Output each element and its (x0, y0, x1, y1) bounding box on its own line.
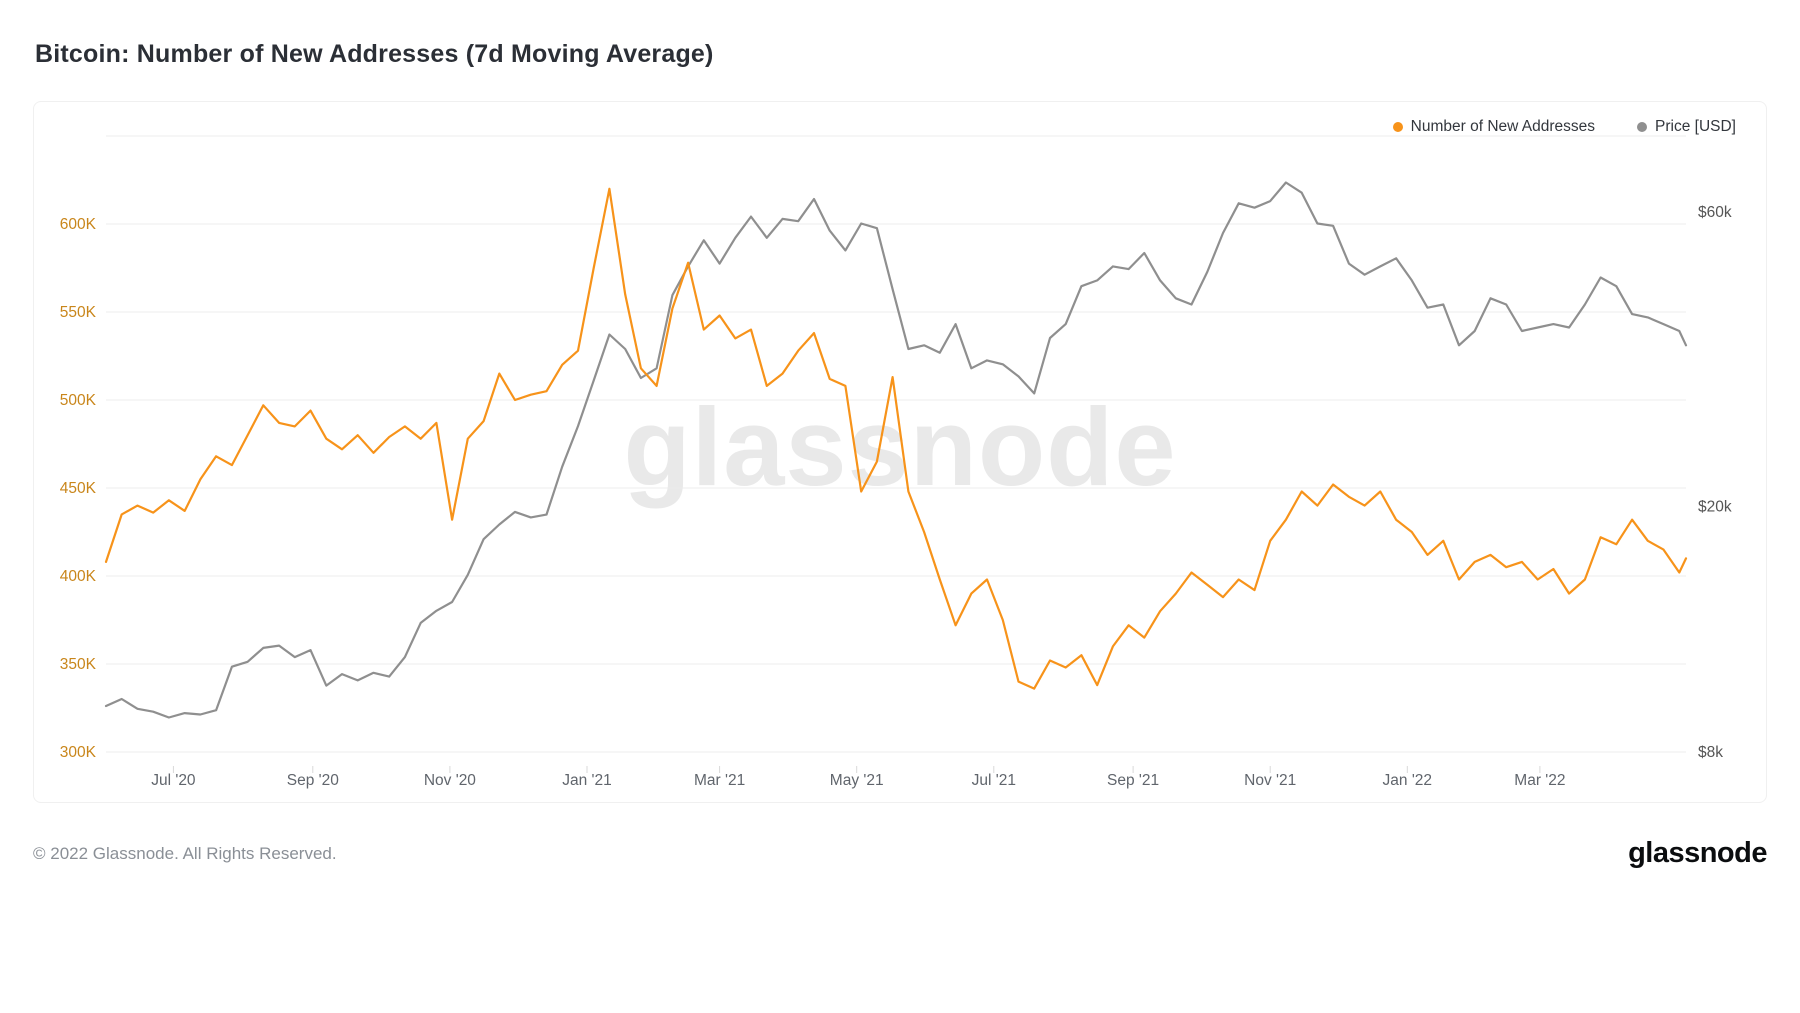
footer: © 2022 Glassnode. All Rights Reserved. g… (33, 837, 1767, 870)
legend-dot-orange-icon (1392, 122, 1403, 132)
left-axis-tick-label: 450K (60, 480, 97, 497)
left-axis-tick-label: 350K (60, 656, 97, 673)
x-axis-tick-label: May '21 (830, 772, 884, 789)
x-axis-tick-label: Sep '21 (1107, 772, 1159, 789)
x-axis-tick-label: Nov '20 (424, 772, 476, 789)
chart-legend: Number of New Addresses Price [USD] (1392, 118, 1736, 136)
chart-panel: Number of New Addresses Price [USD] glas… (33, 101, 1767, 803)
left-axis-tick-label: 500K (60, 392, 97, 409)
x-axis-tick-label: Jan '21 (562, 772, 612, 789)
page-title: Bitcoin: Number of New Addresses (7d Mov… (35, 40, 714, 68)
x-axis-tick-label: Mar '22 (1514, 772, 1565, 789)
legend-label-price: Price [USD] (1655, 118, 1736, 135)
series-line-number-of-new-addresses[interactable] (104, 187, 1688, 690)
left-axis-tick-label: 300K (60, 744, 97, 761)
chart-canvas[interactable]: 300K 350K 400K 450K 500K 550K 600K $8k $20k $60k J… (34, 102, 1767, 803)
right-axis-tick-label: $20k (1698, 499, 1732, 516)
left-axis-tick-label: 550K (60, 304, 97, 321)
series-line-price-usd[interactable] (104, 181, 1688, 719)
page: Bitcoin: Number of New Addresses (7d Mov… (33, 40, 1767, 870)
x-axis-tick-label: Jul '21 (972, 772, 1016, 789)
glassnode-logo[interactable]: glassnode (1628, 837, 1767, 869)
right-axis-tick-label: $60k (1698, 204, 1732, 221)
left-axis-tick-label: 400K (60, 568, 97, 585)
x-axis-tick-label: Jul '20 (151, 772, 196, 789)
x-axis-tick-label: Nov '21 (1244, 772, 1296, 789)
copyright-text: © 2022 Glassnode. All Rights Reserved. (33, 843, 337, 863)
left-axis-tick-label: 600K (60, 216, 97, 233)
x-axis-tick-label: Sep '20 (287, 772, 339, 789)
legend-item-price[interactable]: Price [USD] (1637, 118, 1736, 136)
legend-item-new-addresses[interactable]: Number of New Addresses (1392, 118, 1596, 136)
x-axis-tick-label: Mar '21 (694, 772, 745, 789)
right-axis-tick-label: $8k (1698, 744, 1723, 761)
legend-dot-gray-icon (1637, 122, 1648, 132)
x-axis-tick-label: Jan '22 (1383, 772, 1433, 789)
legend-label-new-addresses: Number of New Addresses (1410, 118, 1596, 135)
